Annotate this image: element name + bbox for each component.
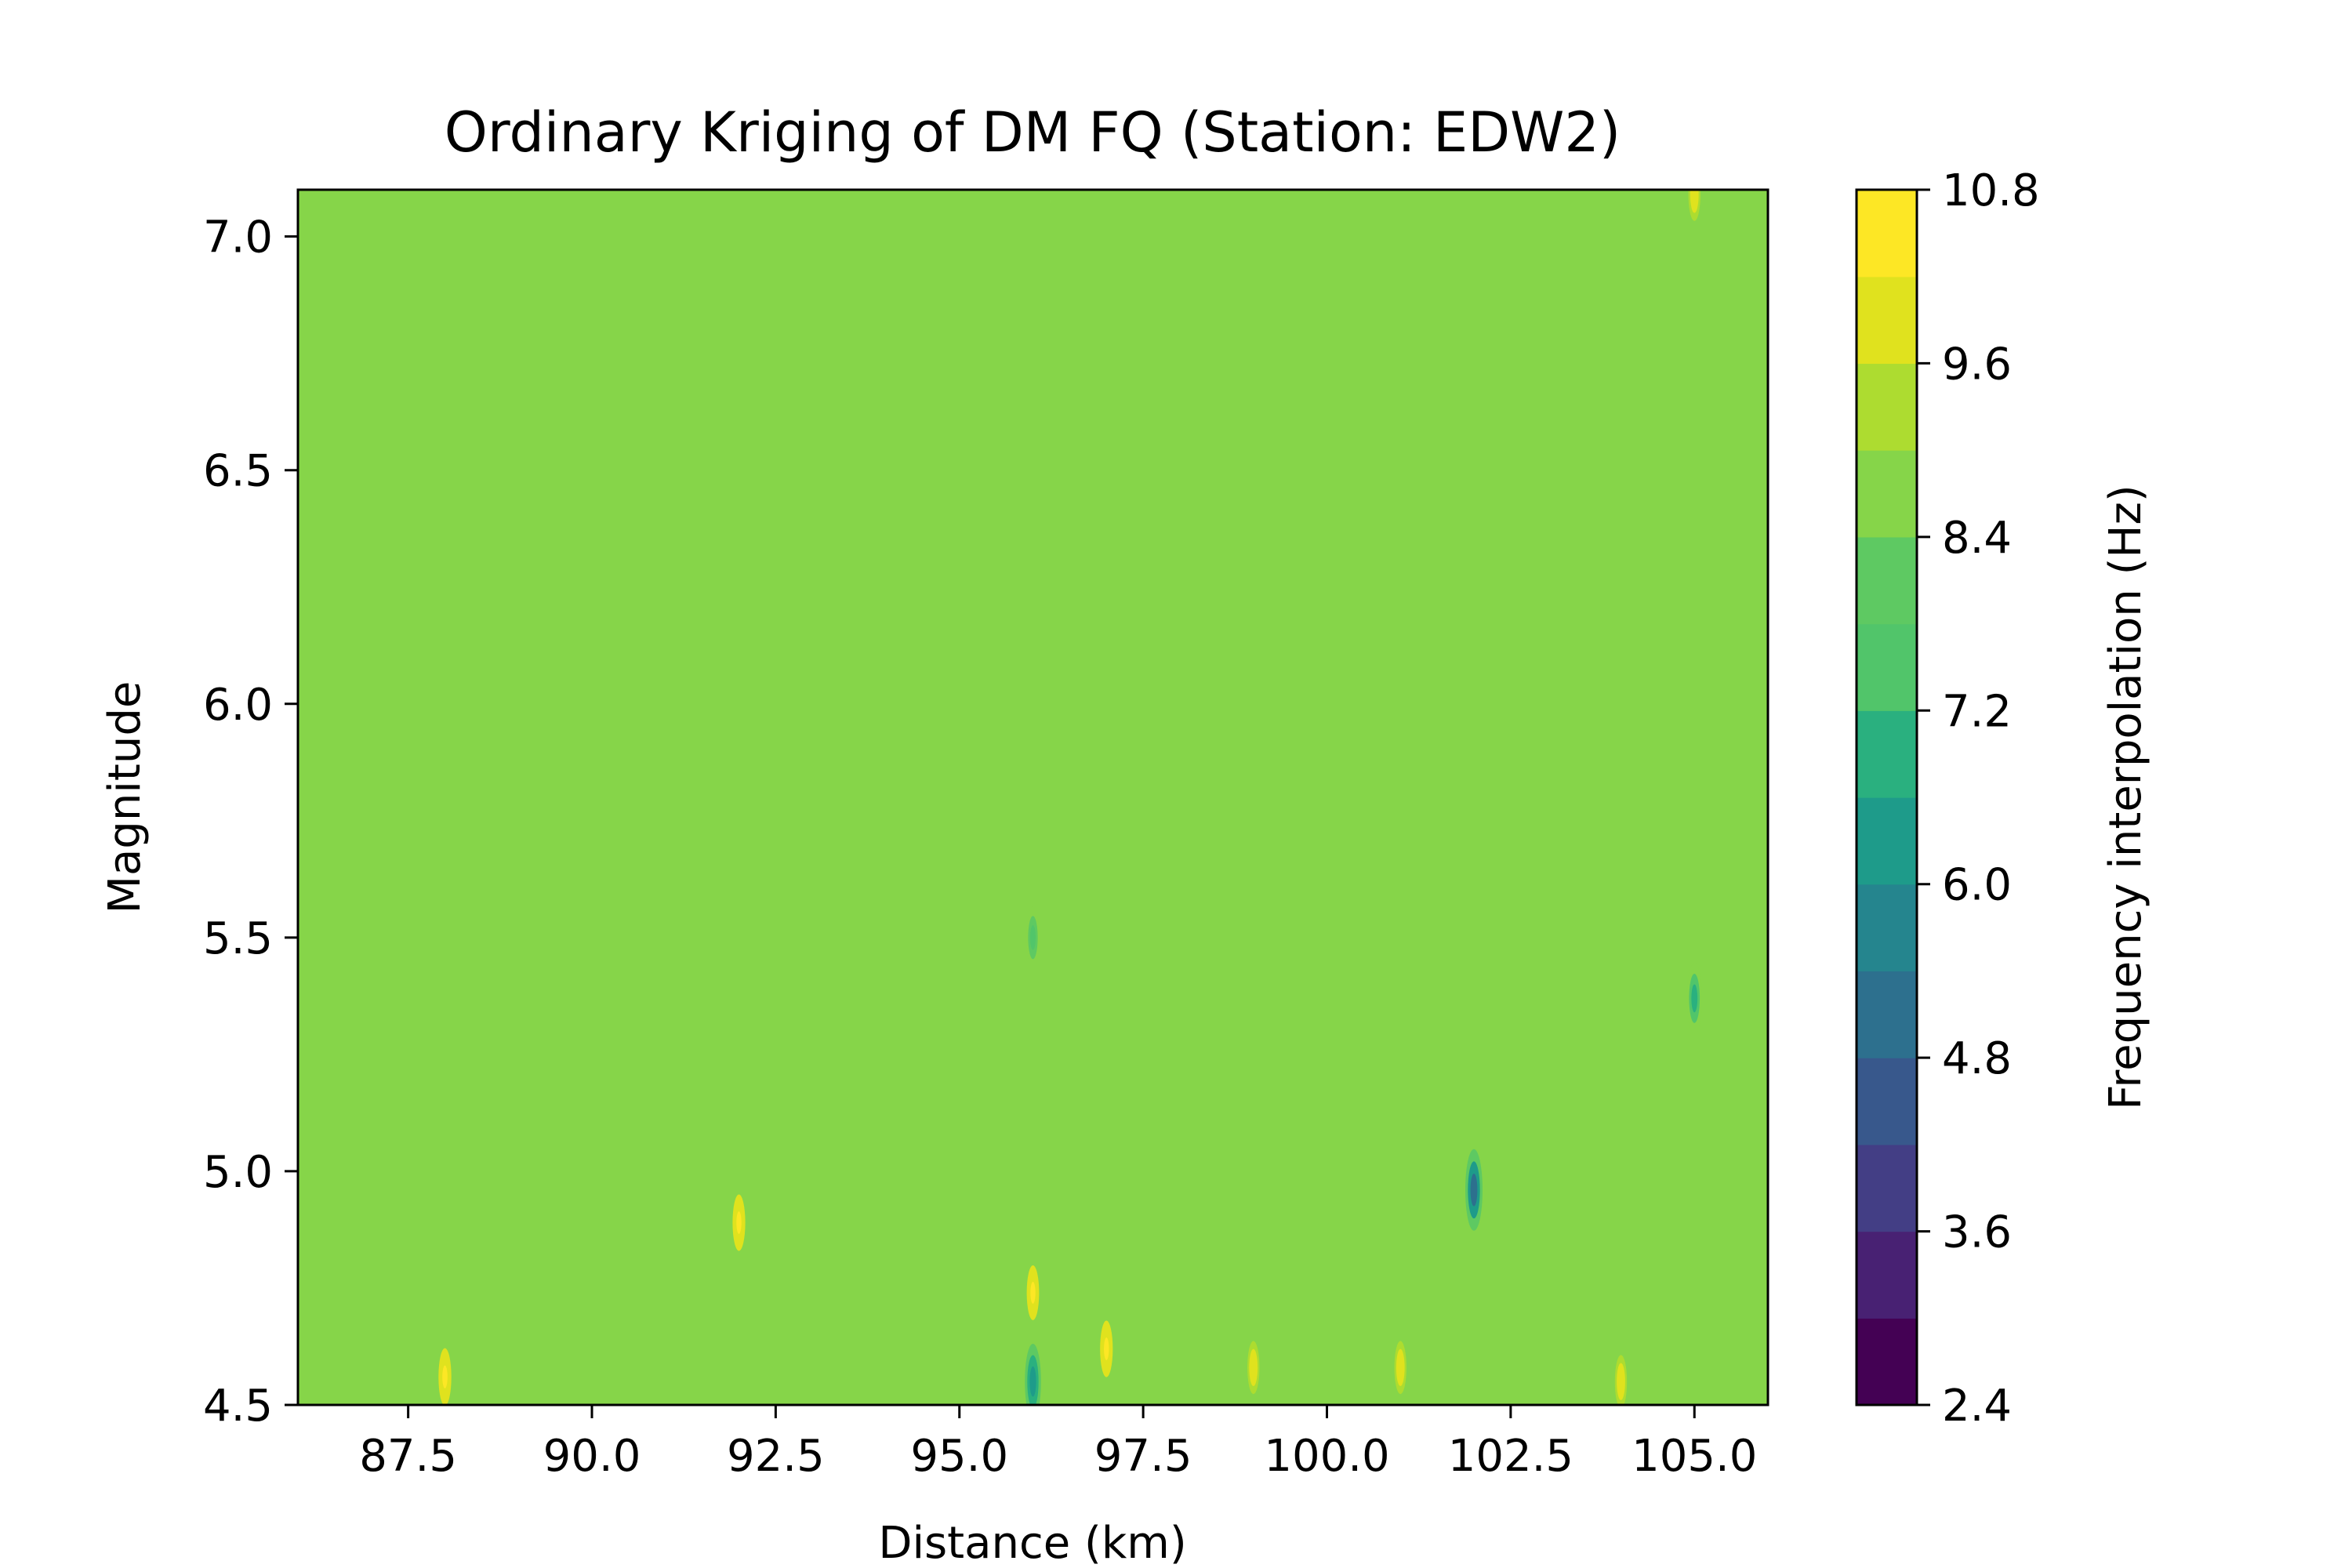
colorbar-axis: 2.4 3.6 4.8 6.0 7.2 8.4 9.6 10.8	[1917, 165, 2040, 1432]
contour-level	[1250, 1356, 1256, 1378]
colorbar-band	[1857, 884, 1917, 972]
colorbar-tick-label: 7.2	[1942, 686, 2012, 737]
contour-anomalies	[438, 190, 1702, 1405]
contour-spot	[732, 1194, 746, 1251]
contour-spot	[1025, 906, 1040, 969]
contour-spot	[1614, 1355, 1628, 1405]
colorbar-tick-label: 3.6	[1942, 1207, 2012, 1258]
contour-level	[1691, 984, 1698, 1013]
contour-level	[1692, 190, 1697, 205]
colorbar-tick-label: 9.6	[1942, 339, 2012, 390]
contour-level	[442, 1365, 448, 1388]
y-tick-label: 5.5	[203, 913, 273, 964]
colorbar-band	[1857, 1058, 1917, 1145]
contour-spot	[438, 1348, 452, 1405]
colorbar-band	[1857, 536, 1917, 625]
plot-background	[298, 190, 1768, 1405]
x-axis: 87.5 90.0 92.5 95.0 97.5 100.0 102.5 105.0	[359, 1405, 1757, 1482]
x-tick-label: 87.5	[359, 1431, 457, 1482]
chart-title: Ordinary Kriging of DM FQ (Station: EDW2…	[445, 100, 1621, 165]
contour-level	[1029, 1366, 1036, 1397]
contour-spot	[1100, 1320, 1113, 1377]
x-tick-label: 97.5	[1094, 1431, 1192, 1482]
contour-level	[1104, 1338, 1109, 1360]
colorbar-tick-label: 2.4	[1942, 1381, 2012, 1432]
colorbar-band	[1857, 363, 1917, 451]
contour-level	[1398, 1356, 1403, 1378]
colorbar-tick-label: 4.8	[1942, 1033, 2012, 1084]
x-tick-label: 90.0	[543, 1431, 641, 1482]
x-axis-label: Distance (km)	[878, 1518, 1186, 1568]
contour-level	[1030, 1281, 1036, 1304]
y-tick-label: 6.5	[203, 446, 273, 497]
colorbar-band	[1857, 1231, 1917, 1319]
y-axis: 4.5 5.0 5.5 6.0 6.5 7.0	[203, 212, 298, 1432]
x-tick-label: 102.5	[1448, 1431, 1573, 1482]
colorbar-tick-label: 10.8	[1942, 165, 2040, 216]
contour-level	[1030, 925, 1036, 950]
colorbar-band	[1857, 190, 1917, 278]
contour-level	[736, 1211, 742, 1234]
colorbar-frame	[1855, 188, 1918, 1406]
x-tick-label: 95.0	[910, 1431, 1008, 1482]
contour-spot	[1686, 963, 1702, 1034]
x-tick-label: 105.0	[1632, 1431, 1757, 1482]
y-axis-label: Magnitude	[100, 681, 151, 914]
x-tick-label: 92.5	[727, 1431, 825, 1482]
colorbar-band	[1857, 710, 1917, 798]
y-tick-label: 6.0	[203, 680, 273, 731]
contour-spot	[1025, 1344, 1041, 1405]
colorbar-band	[1857, 450, 1917, 538]
contour-level	[1470, 1173, 1478, 1207]
colorbar-tick-label: 8.4	[1942, 513, 2012, 564]
contour-level	[1618, 1370, 1624, 1392]
plot-frame	[296, 188, 1769, 1406]
colorbar-band	[1857, 797, 1917, 885]
contour-spot	[1394, 1341, 1406, 1395]
colorbar-band	[1857, 276, 1917, 365]
colorbar-label: Frequency interpolation (Hz)	[2100, 485, 2151, 1110]
colorbar	[1857, 190, 1917, 1406]
colorbar-tick-label: 6.0	[1942, 860, 2012, 911]
y-tick-label: 5.0	[203, 1147, 273, 1198]
colorbar-band	[1857, 971, 1917, 1058]
colorbar-band	[1857, 1144, 1917, 1232]
contour-spot	[1465, 1149, 1483, 1231]
colorbar-band	[1857, 1318, 1917, 1406]
colorbar-band	[1857, 623, 1917, 711]
y-tick-label: 4.5	[203, 1381, 273, 1432]
contour-spot	[1247, 1341, 1260, 1395]
contour-spot	[1026, 1265, 1040, 1320]
contour-spot	[1688, 190, 1700, 221]
x-tick-label: 100.0	[1264, 1431, 1389, 1482]
y-tick-label: 7.0	[203, 212, 273, 263]
